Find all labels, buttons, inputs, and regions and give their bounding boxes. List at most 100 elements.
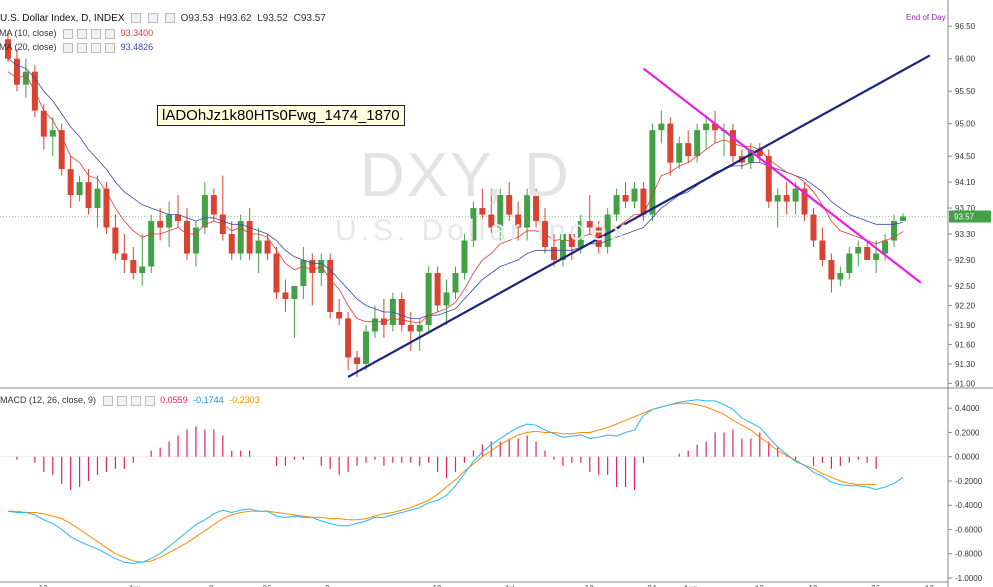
- candle-body: [425, 273, 432, 325]
- time-tick-label: 12: [755, 584, 764, 587]
- price-tick-label: 94.10: [955, 178, 976, 187]
- time-tick-label: 19: [433, 584, 442, 587]
- candle-body: [166, 214, 173, 228]
- candle-body: [846, 253, 853, 274]
- ema20-close-icon[interactable]: [105, 42, 116, 53]
- time-tick-label: 19: [809, 584, 818, 587]
- candle-body: [443, 292, 450, 306]
- macd-histogram-group: [16, 426, 877, 491]
- last-price-tag: [949, 210, 991, 223]
- ohlc-low: L93.52: [257, 13, 288, 24]
- candle-body: [864, 247, 871, 261]
- candle-body: [255, 240, 262, 254]
- macd-legend[interactable]: MACD (12, 26, close, 9) 0.0559 -0.1744 -…: [0, 395, 263, 406]
- ema20-settings-icon[interactable]: [63, 42, 74, 53]
- candle-body: [273, 253, 280, 293]
- candle-body: [479, 208, 486, 215]
- candle-body: [703, 123, 710, 131]
- ema20-eye-icon[interactable]: [77, 42, 88, 53]
- candle-body: [649, 130, 656, 215]
- macd-settings-icon[interactable]: [102, 395, 113, 406]
- candle-body: [792, 188, 799, 202]
- candle-body: [228, 234, 235, 254]
- chart-title: U.S. Dollar Index, D, INDEX: [0, 13, 125, 24]
- candle-body: [139, 266, 146, 274]
- image-label-box: lADOhJz1k80HTs0Fwg_1474_1870: [157, 105, 405, 126]
- candle-body: [5, 39, 11, 59]
- price-tick-label: 92.90: [955, 256, 976, 265]
- candle-body: [148, 221, 155, 267]
- ema10-settings-icon[interactable]: [63, 28, 74, 39]
- price-tick-label: 92.20: [955, 301, 976, 310]
- price-tick-label: 94.50: [955, 152, 976, 161]
- price-tick-label: 91.90: [955, 321, 976, 330]
- price-tick-label: 96.00: [955, 55, 976, 64]
- candle-body: [13, 58, 20, 85]
- candle-body: [533, 195, 540, 222]
- macd-hist-value: 0.0559: [160, 395, 188, 405]
- candle-body: [175, 214, 182, 222]
- candle-body: [416, 324, 423, 332]
- visibility-toggle-icon[interactable]: [131, 13, 142, 24]
- macd-tick-label: -0.2000: [955, 477, 983, 486]
- ema10-close-icon[interactable]: [105, 28, 116, 39]
- candle-body: [747, 149, 754, 163]
- candle-body: [363, 331, 369, 364]
- ema20-label: EMA (20, close): [0, 42, 57, 52]
- candle-body: [398, 298, 405, 325]
- candle-body: [22, 71, 29, 85]
- ema20-add-icon[interactable]: [91, 42, 102, 53]
- remove-icon[interactable]: [164, 13, 175, 24]
- macd-tick-label: -1.0000: [955, 574, 983, 583]
- macd-close-icon[interactable]: [144, 395, 155, 406]
- ema10-legend[interactable]: EMA (10, close) 93.3400: [0, 28, 156, 39]
- candle-body: [667, 123, 674, 163]
- candle-body: [712, 123, 719, 131]
- candle-body: [67, 169, 74, 196]
- ema20-legend[interactable]: EMA (20, close) 93.4826: [0, 42, 156, 53]
- macd-label: MACD (12, 26, close, 9): [0, 395, 97, 405]
- candle-body: [810, 214, 817, 241]
- candle-body: [354, 357, 361, 364]
- candle-body: [201, 195, 208, 228]
- candle-body: [586, 221, 593, 228]
- macd-eye-icon[interactable]: [116, 395, 127, 406]
- candle-body: [631, 188, 638, 202]
- time-tick-label: 18: [585, 584, 594, 587]
- resistance-trendline: [642, 67, 922, 284]
- candle-body: [282, 292, 289, 299]
- candle-body: [577, 221, 584, 248]
- main-legend: U.S. Dollar Index, D, INDEX O93.53 H93.6…: [0, 13, 329, 24]
- candle-body: [461, 240, 468, 274]
- candle-body: [694, 130, 701, 157]
- candle-body: [765, 156, 772, 202]
- macd-line-value: -0.1744: [193, 395, 224, 405]
- candle-body: [112, 227, 119, 254]
- macd-add-icon[interactable]: [130, 395, 141, 406]
- time-tick-label: 24: [647, 584, 656, 587]
- candle-body: [336, 311, 343, 319]
- candle-body: [157, 221, 164, 228]
- candle-body: [94, 188, 101, 209]
- candle-body: [300, 260, 307, 286]
- price-tick-label: 95.50: [955, 87, 976, 96]
- candle-body: [837, 273, 844, 280]
- settings-icon[interactable]: [148, 13, 159, 24]
- ema20-line: [7, 58, 904, 319]
- ohlc-high: H93.62: [219, 13, 252, 24]
- ema10-eye-icon[interactable]: [77, 28, 88, 39]
- candle-body: [515, 214, 522, 228]
- candle-body: [685, 143, 692, 157]
- macd-tick-label: -0.4000: [955, 501, 983, 510]
- candle-body: [130, 260, 137, 274]
- candle-body: [407, 324, 414, 332]
- time-tick-label: Jul: [504, 584, 514, 587]
- candle-body: [452, 273, 459, 293]
- price-tick-label: 95.00: [955, 120, 976, 129]
- ema10-add-icon[interactable]: [91, 28, 102, 39]
- candle-body: [550, 247, 557, 261]
- end-of-day-label: End of Day: [906, 13, 946, 22]
- candle-body: [855, 247, 862, 254]
